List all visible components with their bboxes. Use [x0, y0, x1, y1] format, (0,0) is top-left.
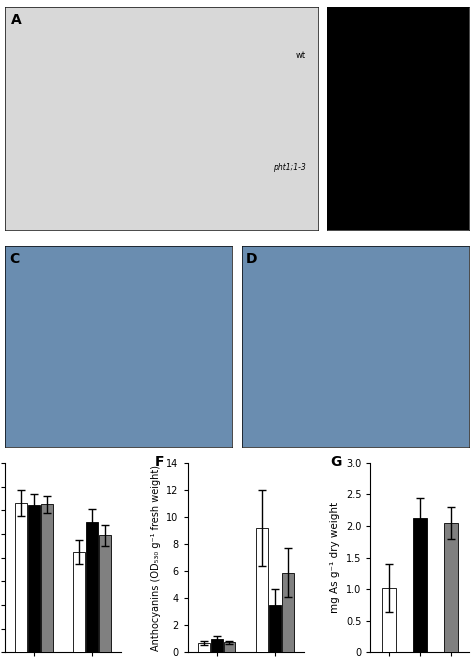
Bar — [269, 605, 281, 652]
Text: G: G — [331, 455, 342, 469]
Y-axis label: Anthocyanins (OD₅₃₀ g⁻¹ fresh weight): Anthocyanins (OD₅₃₀ g⁻¹ fresh weight) — [151, 465, 161, 650]
Text: C: C — [9, 252, 19, 266]
Y-axis label: mg As g⁻¹ dry weight: mg As g⁻¹ dry weight — [330, 502, 340, 614]
Bar — [41, 504, 53, 652]
Bar — [382, 588, 396, 652]
Text: +AsV: +AsV — [164, 455, 188, 463]
Bar — [211, 639, 222, 652]
Bar — [444, 523, 457, 652]
Text: D: D — [246, 252, 257, 266]
Bar — [15, 503, 27, 652]
Bar — [282, 573, 293, 652]
Text: -AsV: -AsV — [52, 455, 72, 463]
Bar — [28, 505, 40, 652]
Bar — [256, 528, 268, 652]
Bar — [73, 552, 85, 652]
Text: B: B — [330, 13, 340, 27]
Text: -AsV: -AsV — [289, 455, 309, 463]
Bar — [413, 519, 427, 652]
Bar — [198, 643, 210, 652]
Text: pht1;1-3: pht1;1-3 — [273, 163, 306, 171]
Text: A: A — [11, 13, 22, 27]
Bar — [224, 643, 235, 652]
Bar — [99, 535, 111, 652]
Text: +AsV: +AsV — [400, 455, 425, 463]
Text: F: F — [155, 455, 164, 469]
Bar — [86, 522, 98, 652]
Text: wt: wt — [295, 51, 306, 60]
